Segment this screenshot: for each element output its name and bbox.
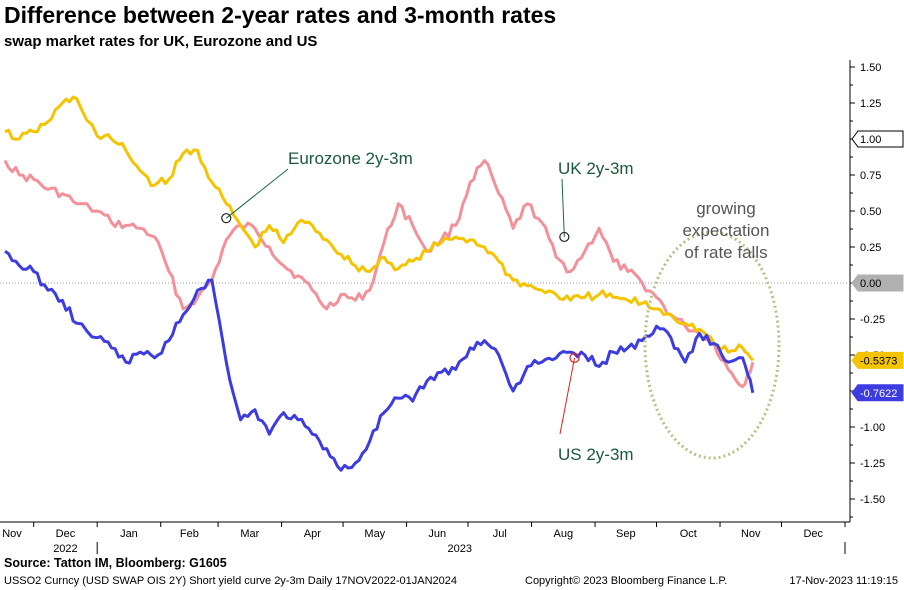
ellipse-annotation-line: of rate falls <box>684 243 767 262</box>
last-value-label: 1.00 <box>860 134 881 146</box>
last-value-tag <box>851 130 904 148</box>
series-line-eurozone <box>4 95 754 362</box>
y-tick-label: -1.25 <box>860 458 885 470</box>
ticker-description: USSO2 Curncy (USD SWAP OIS 2Y) Short yie… <box>4 575 458 587</box>
ellipse-annotation-line: expectation <box>683 221 770 240</box>
x-tick-label: Dec <box>56 528 76 540</box>
annotation-leader-eurozone <box>225 168 289 219</box>
last-value-label: 0.00 <box>860 278 881 290</box>
y-tick-label: 1.50 <box>860 62 881 74</box>
x-tick-label: Sep <box>616 528 636 540</box>
last-value-tag <box>851 274 904 292</box>
y-tick-label: 0.50 <box>860 206 881 218</box>
y-tick-label: -1.00 <box>860 422 885 434</box>
chart-subtitle: swap market rates for UK, Eurozone and U… <box>4 33 318 50</box>
series-line-uk <box>3 159 755 389</box>
x-tick-label: Mar <box>240 528 259 540</box>
expectation-ellipse <box>643 230 781 460</box>
last-value-label: -0.5373 <box>860 355 897 367</box>
x-year-label: 2022 <box>53 543 77 555</box>
last-value-label: -0.7622 <box>860 388 897 400</box>
copyright-notice: Copyright© 2023 Bloomberg Finance L.P. <box>525 575 728 587</box>
axes-layer: 1.501.250.750.500.25-0.25-0.50-0.75-1.00… <box>0 60 885 555</box>
annotation-label-us: US 2y-3m <box>558 445 634 464</box>
x-tick-label: Jun <box>428 528 446 540</box>
x-tick-label: Aug <box>554 528 574 540</box>
annotation-leader-uk <box>561 178 565 237</box>
annotation-leader-us <box>559 357 576 435</box>
source-note: Source: Tatton IM, Bloomberg: G1605 <box>4 556 227 570</box>
y-tick-label: 0.25 <box>860 242 881 254</box>
x-tick-label: Jan <box>120 528 138 540</box>
x-tick-label: Oct <box>680 528 697 540</box>
timestamp: 17-Nov-2023 11:19:15 <box>789 575 898 587</box>
annotation-label-eurozone: Eurozone 2y-3m <box>288 149 413 168</box>
last-value-tag <box>851 384 904 402</box>
series-line-us <box>4 250 755 472</box>
annotation-marker-eurozone <box>221 213 232 224</box>
annotation-marker-uk <box>559 231 570 243</box>
chart-title: Difference between 2-year rates and 3-mo… <box>4 2 557 28</box>
annotation-label-uk: UK 2y-3m <box>558 159 634 178</box>
annotation-marker-us <box>569 352 580 363</box>
x-tick-label: Apr <box>304 528 321 540</box>
y-tick-label: 0.75 <box>860 170 881 182</box>
y-tick-label: -1.50 <box>860 494 885 506</box>
last-value-tag <box>851 351 904 369</box>
x-tick-label: Nov <box>2 528 22 540</box>
x-tick-label: Feb <box>180 528 199 540</box>
last-value-tags-layer: 1.00 0.00 -0.5373 -0.7622 <box>851 130 904 402</box>
x-year-label: 2023 <box>448 543 472 555</box>
y-tick-label: 1.25 <box>860 98 881 110</box>
x-tick-label: Dec <box>803 528 823 540</box>
ellipse-annotation-line: growing <box>696 199 756 218</box>
annotations-layer: Eurozone 2y-3m UK 2y-3m US 2y-3m growing exp… <box>221 149 781 464</box>
x-tick-label: May <box>364 528 385 540</box>
series-layer <box>3 95 755 472</box>
x-tick-label: Nov <box>741 528 761 540</box>
y-tick-label: -0.25 <box>860 314 885 326</box>
x-tick-label: Jul <box>493 528 507 540</box>
